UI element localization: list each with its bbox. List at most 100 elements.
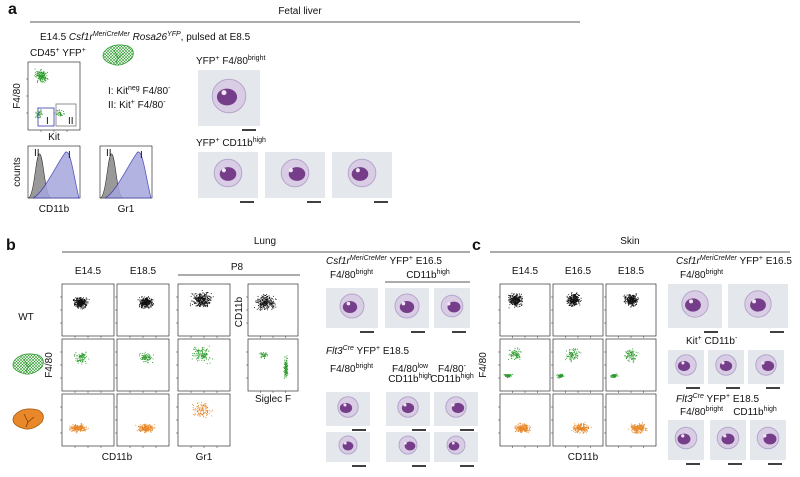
event-dot [146, 358, 148, 360]
event-dot [204, 299, 206, 301]
event-dot [79, 426, 81, 428]
event-dot [634, 300, 636, 302]
event-dot [261, 299, 263, 300]
event-dot [630, 300, 632, 302]
event-dot [143, 302, 145, 304]
event-dot [630, 351, 632, 353]
event-dot [514, 306, 516, 308]
label-part: CD45 [30, 48, 56, 59]
event-dot [207, 303, 209, 305]
event-dot [85, 357, 87, 358]
event-dot [521, 428, 523, 430]
column-label: E14.5 [512, 266, 539, 277]
event-dot [142, 300, 143, 301]
event-dot [203, 354, 205, 356]
event-dot [202, 355, 203, 357]
event-dot [199, 300, 201, 302]
event-dot [266, 307, 268, 309]
event-dot [141, 358, 143, 360]
event-dot [631, 352, 632, 354]
event-dot [84, 353, 86, 355]
event-dot [508, 374, 510, 375]
event-dot [516, 354, 518, 356]
label-part: bright [356, 269, 374, 276]
event-dot [635, 351, 637, 353]
event-dot [573, 303, 575, 305]
event-dot [583, 427, 585, 428]
event-dot [139, 302, 141, 304]
event-dot [521, 293, 523, 295]
event-dot [85, 305, 86, 307]
event-dot [143, 429, 145, 430]
event-dot [144, 359, 146, 360]
event-dot [286, 372, 288, 374]
event-dot [633, 356, 635, 358]
event-dot [634, 298, 636, 300]
event-dot [284, 362, 286, 364]
event-dot [558, 375, 559, 377]
event-dot [203, 355, 205, 356]
event-dot [148, 296, 150, 298]
event-dot [513, 297, 514, 299]
event-dot [625, 298, 627, 300]
event-dot [284, 359, 286, 361]
event-dot [569, 300, 571, 302]
panel-subtitle: E14.5 Csf1rMeriCreMer Rosa26YFP, pulsed … [40, 31, 251, 43]
event-dot [574, 303, 576, 305]
event-dot [196, 298, 197, 300]
event-dot [83, 306, 85, 308]
event-dot [81, 425, 83, 427]
event-dot [578, 428, 580, 430]
label-part: neg [128, 85, 140, 92]
y-axis-label: F4/80 [12, 83, 23, 109]
panel-title: Skin [620, 236, 639, 247]
dot-plot-frame [499, 393, 551, 447]
event-dot [522, 298, 523, 299]
event-dot [196, 414, 198, 416]
event-dot [626, 294, 628, 296]
event-dot [199, 297, 200, 299]
event-dot [269, 304, 271, 306]
event-dot [270, 302, 272, 304]
event-dot [204, 412, 206, 414]
event-dot [269, 301, 271, 303]
event-dot [78, 356, 80, 358]
event-dot [141, 357, 143, 359]
event-dot [515, 355, 517, 357]
event-dot [510, 355, 512, 357]
event-dot [143, 304, 145, 306]
event-dot [78, 356, 80, 358]
event-dot [39, 114, 41, 115]
event-dot [264, 303, 266, 305]
event-dot [205, 298, 207, 300]
column-label: F4/80bright [330, 269, 373, 281]
event-dot [518, 300, 520, 302]
event-dot [77, 426, 79, 427]
event-dot [615, 374, 617, 376]
event-dot [523, 427, 524, 429]
event-dot [80, 305, 82, 307]
event-dot [632, 297, 634, 299]
event-dot [82, 358, 84, 360]
event-dot [80, 427, 82, 429]
event-dot [82, 353, 84, 355]
label-part: Cre [343, 345, 354, 352]
event-dot [642, 426, 644, 428]
event-dot [38, 114, 40, 116]
event-dot [147, 299, 149, 301]
event-dot [201, 299, 203, 300]
event-dot [198, 414, 200, 416]
event-dot [38, 73, 40, 75]
event-dot [632, 305, 634, 307]
event-dot [45, 72, 47, 74]
event-dot [635, 300, 637, 302]
event-dot [579, 424, 580, 426]
event-dot [81, 429, 83, 431]
event-dot [572, 300, 574, 302]
event-dot [267, 295, 269, 297]
event-dot [511, 352, 513, 353]
event-dot [153, 427, 155, 429]
event-dot [578, 303, 580, 304]
event-dot [199, 294, 201, 295]
event-dot [152, 427, 154, 429]
